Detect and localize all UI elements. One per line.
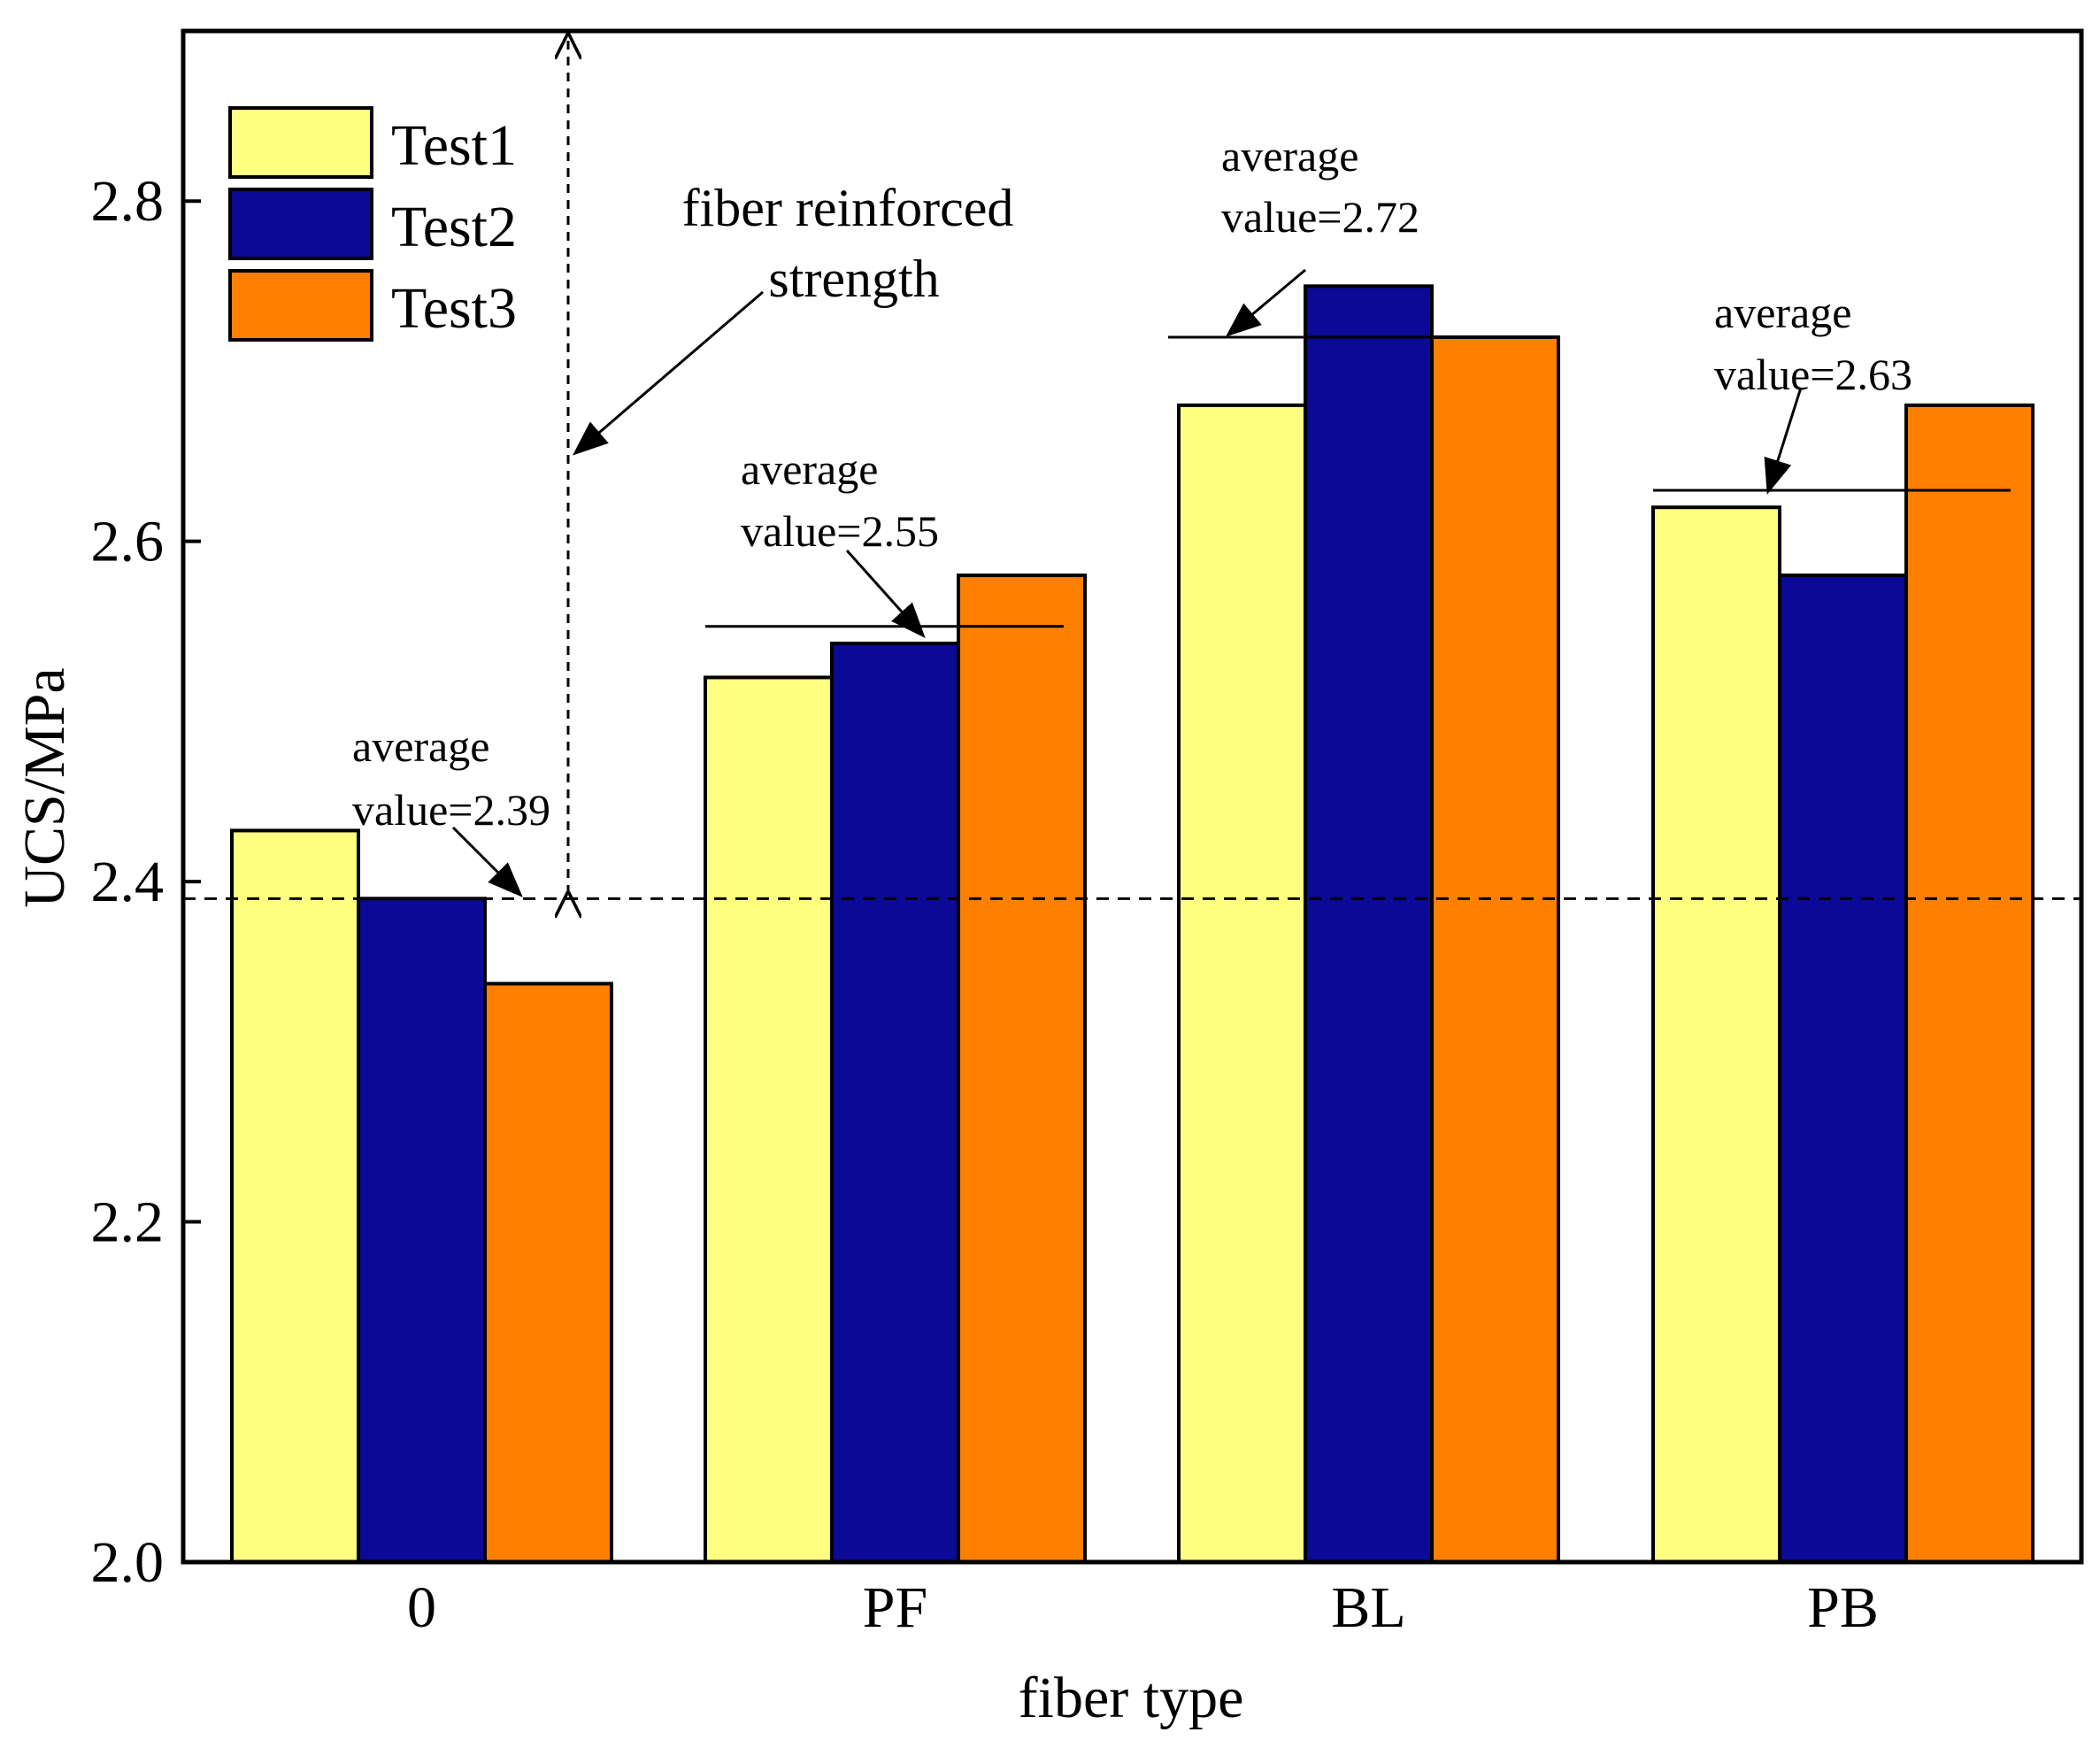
y-tick-label: 2.0 <box>91 1530 165 1595</box>
reinforced-label-line2: strength <box>768 250 939 308</box>
average-label-pb-line2: value=2.63 <box>1714 350 1912 399</box>
bar-test1-pb <box>1651 505 1781 1565</box>
average-label-pb-line1: average <box>1714 288 1851 337</box>
legend: Test1 Test2 Test3 <box>228 106 517 342</box>
bars-group <box>230 284 2035 1565</box>
reinforced-label-line1: fiber reinforced <box>682 179 1014 237</box>
bar-test2-pb <box>1778 574 1908 1564</box>
average-label-pf-line1: average <box>741 444 878 494</box>
x-axis-title: fiber type <box>1019 1666 1244 1730</box>
y-tick-label: 2.4 <box>91 850 165 914</box>
legend-label-test3: Test3 <box>391 276 517 341</box>
x-tick-label: PB <box>1807 1575 1879 1640</box>
legend-swatch-test3 <box>228 269 373 342</box>
average-label-bl-line2: value=2.72 <box>1221 192 1419 242</box>
y-axis-ticks: 2.0 2.2 2.4 2.6 2.8 <box>91 169 201 1595</box>
bar-test3-pf <box>957 574 1087 1564</box>
legend-label-test1: Test1 <box>391 113 517 178</box>
bar-test2-bl <box>1304 284 1434 1564</box>
legend-label-test2: Test2 <box>391 195 517 259</box>
x-tick-label: BL <box>1331 1575 1405 1640</box>
legend-swatch-test1 <box>228 106 373 179</box>
x-tick-label: PF <box>863 1575 927 1640</box>
plot-frame <box>181 28 2084 1565</box>
reinforced-strength-annotation: fiber reinforced strength <box>568 35 1013 894</box>
average-lines-group: average value=2.39 average value=2.55 averag… <box>183 131 2081 900</box>
average-arrow-pf <box>845 549 926 638</box>
bar-test1-0 <box>230 828 360 1564</box>
y-axis-title: UCS/MPa <box>12 667 77 907</box>
x-tick-label: 0 <box>407 1575 436 1640</box>
reinforced-pointer-arrow <box>572 290 764 456</box>
x-axis-ticks: 0 PF BL PB <box>407 1575 1879 1640</box>
bar-test1-bl <box>1177 403 1307 1564</box>
average-arrow-pb <box>1764 387 1803 495</box>
bar-test1-pf <box>704 675 834 1564</box>
y-tick-label: 2.2 <box>91 1190 165 1255</box>
average-arrow-0 <box>451 826 523 897</box>
average-label-bl-line1: average <box>1221 131 1358 181</box>
average-label-pf-line2: value=2.55 <box>741 506 939 556</box>
y-tick-label: 2.6 <box>91 510 165 574</box>
bar-test2-pf <box>830 642 960 1564</box>
bar-test2-0 <box>357 897 487 1564</box>
bar-test3-bl <box>1430 335 1560 1564</box>
average-label-0-line2: value=2.39 <box>352 785 550 835</box>
bar-test3-pb <box>1904 403 2035 1564</box>
legend-swatch-test2 <box>228 188 373 260</box>
average-arrow-bl <box>1225 268 1306 337</box>
average-label-0-line1: average <box>352 721 489 771</box>
bar-test3-0 <box>483 982 613 1564</box>
y-tick-label: 2.8 <box>91 169 165 234</box>
